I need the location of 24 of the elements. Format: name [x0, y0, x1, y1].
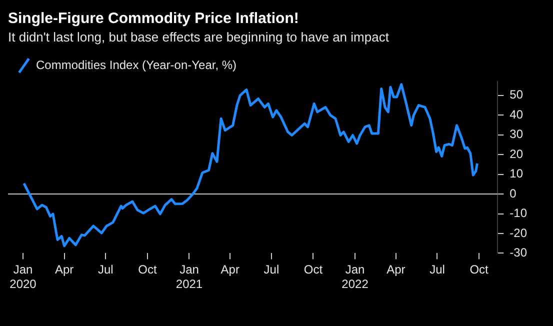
chart-subtitle: It didn't last long, but base effects are beginning to have an impact: [8, 29, 390, 44]
y-tick-label: 50: [510, 88, 524, 102]
x-tick-label: Apr: [54, 262, 74, 277]
x-tick-label: Oct: [470, 262, 490, 277]
legend-label: Commodities Index (Year-on-Year, %): [36, 58, 237, 72]
x-tick-label: Jul: [430, 262, 445, 277]
x-tick-label: Oct: [138, 262, 158, 277]
x-tick-label: Apr: [386, 262, 406, 277]
y-tick-label: 10: [510, 166, 524, 181]
x-tick-label: Oct: [304, 262, 324, 277]
x-tick-label: Jul: [98, 262, 114, 277]
x-tick-label: Jan 2021: [176, 262, 203, 292]
y-tick-label: -30: [510, 246, 528, 260]
x-tick-label: Jan 2020: [10, 262, 37, 292]
chart-title: Single-Figure Commodity Price Inflation!: [8, 10, 299, 28]
x-tick-label: Jan 2022: [342, 262, 369, 292]
y-tick-label: -20: [510, 226, 528, 240]
y-tick-label: 30: [510, 127, 524, 142]
y-tick-label: 20: [510, 146, 524, 161]
x-tick-label: Apr: [220, 262, 240, 277]
y-tick-label: 0: [510, 186, 517, 200]
x-tick-label: Jul: [264, 262, 280, 277]
y-tick-label: -10: [510, 206, 528, 220]
y-tick-label: 40: [510, 107, 524, 122]
